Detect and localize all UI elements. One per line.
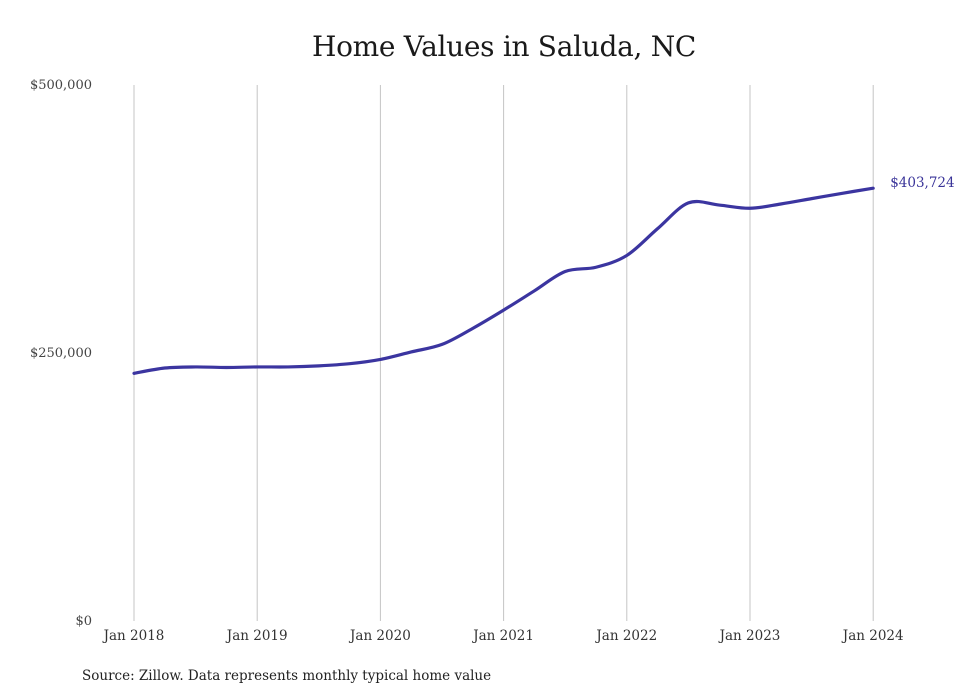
x-tick-label: Jan 2024: [841, 628, 904, 644]
y-axis-ticks: $0 $250,000 $500,000: [30, 78, 92, 629]
gridlines: [133, 85, 874, 621]
x-tick-label: Jan 2023: [718, 628, 781, 644]
x-tick-label: Jan 2022: [594, 628, 657, 644]
y-tick-label: $500,000: [30, 78, 92, 93]
end-value-label: $403,724: [890, 175, 954, 191]
x-tick-label: Jan 2020: [348, 628, 411, 644]
x-tick-label: Jan 2019: [225, 628, 288, 644]
chart-title: Home Values in Saluda, NC: [311, 30, 697, 63]
home-value-line: [132, 186, 875, 375]
x-axis-ticks: Jan 2018 Jan 2019 Jan 2020 Jan 2021 Jan 2022…: [102, 628, 904, 644]
source-note: Source: Zillow. Data represents monthly …: [82, 668, 492, 684]
y-tick-label: $0: [75, 614, 92, 629]
x-tick-label: Jan 2021: [471, 628, 534, 644]
y-tick-label: $250,000: [30, 346, 92, 361]
x-tick-label: Jan 2018: [102, 628, 165, 644]
